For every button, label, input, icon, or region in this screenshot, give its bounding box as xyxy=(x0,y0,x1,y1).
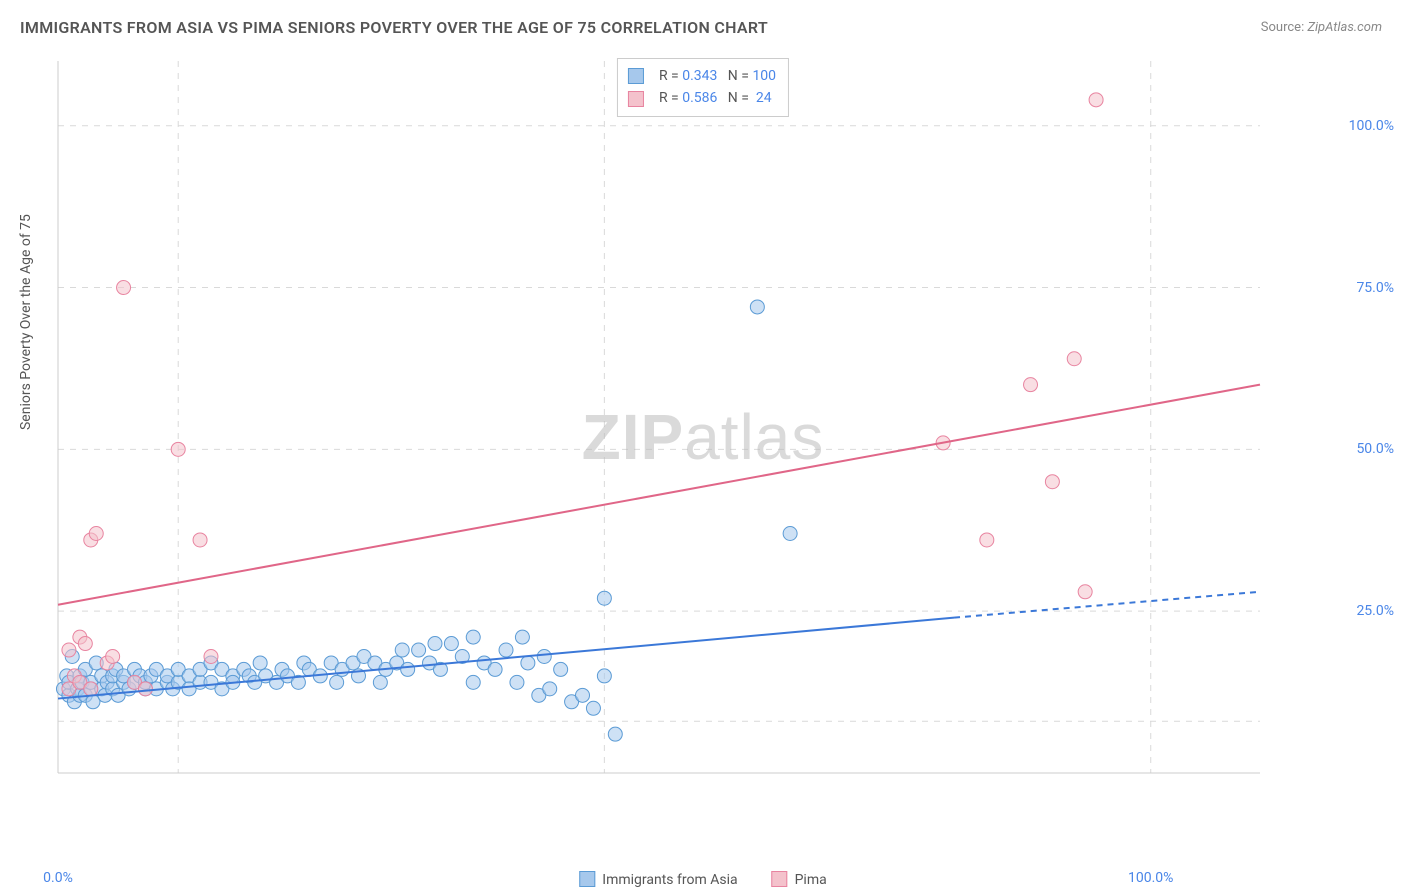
legend-row: R = 0.586 N = 24 xyxy=(628,87,776,109)
legend-label: Pima xyxy=(795,872,827,888)
y-tick-label: 50.0% xyxy=(1356,441,1394,457)
chart-svg xyxy=(50,55,1330,815)
legend-label: Immigrants from Asia xyxy=(602,872,737,888)
legend-item: Immigrants from Asia xyxy=(579,871,737,888)
legend-swatch xyxy=(628,68,644,84)
source-attribution: Source: ZipAtlas.com xyxy=(1261,20,1382,35)
legend-swatch xyxy=(579,871,595,887)
legend-text: R = 0.586 N = 24 xyxy=(659,87,772,109)
x-tick-label: 100.0% xyxy=(1128,870,1173,886)
y-tick-label: 100.0% xyxy=(1349,118,1394,134)
chart-title: IMMIGRANTS FROM ASIA VS PIMA SENIORS POV… xyxy=(20,18,768,37)
legend-text: R = 0.343 N = 100 xyxy=(659,65,776,87)
legend-swatch xyxy=(628,91,644,107)
source-value: ZipAtlas.com xyxy=(1307,20,1382,35)
legend-item: Pima xyxy=(772,871,827,888)
y-axis-label: Seniors Poverty Over the Age of 75 xyxy=(18,214,34,430)
y-tick-label: 75.0% xyxy=(1356,280,1394,296)
legend-row: R = 0.343 N = 100 xyxy=(628,65,776,87)
source-label: Source: xyxy=(1261,20,1304,35)
chart-area xyxy=(50,55,1330,815)
legend-swatch xyxy=(772,871,788,887)
correlation-legend: R = 0.343 N = 100R = 0.586 N = 24 xyxy=(617,58,789,117)
x-tick-label: 0.0% xyxy=(43,870,73,886)
series-legend: Immigrants from Asia Pima xyxy=(579,871,826,888)
y-tick-label: 25.0% xyxy=(1356,603,1394,619)
